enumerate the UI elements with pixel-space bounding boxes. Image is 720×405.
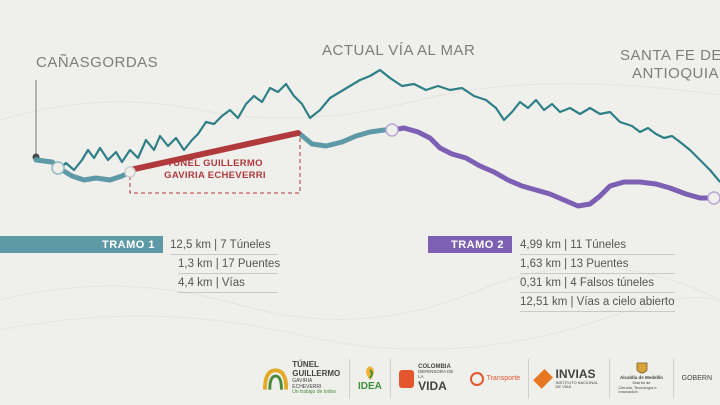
tunnel-bracket [129, 138, 301, 194]
tramo1-stat-bridges: 1,3 km | 17 Puentes [178, 255, 280, 274]
logo-colombia: COLOMBIA DEFENSORA DE LA VIDA [389, 358, 462, 399]
tunnel-label-line2: GAVIRIA ECHEVERRI [164, 169, 266, 181]
tramo2-stat-tunnels: 4,99 km | 11 Túneles [520, 236, 675, 255]
logo-strip: TÚNEL GUILLERMO GAVIRIA ECHEVERRI Un tra… [255, 352, 720, 405]
logo-transporte: Transporte [462, 359, 529, 399]
invias-diamond-icon [533, 368, 554, 389]
place-santa-fe-line2: ANTIOQUIA [632, 65, 720, 82]
logo-invias-name: INVIAS [555, 366, 596, 381]
tunnel-west-portal [124, 166, 136, 178]
tramo2-stat-bridges: 1,63 km | 13 Puentes [520, 255, 675, 274]
logo-colombia-line1: COLOMBIA [418, 363, 451, 370]
tramo2-route-line [389, 125, 715, 209]
medellin-shield-icon [636, 363, 647, 374]
tramo-junction-circle [385, 123, 399, 137]
logo-invias: INVIAS INSTITUTO NACIONAL DE VÍAS [528, 358, 609, 399]
tramo2-end-circle [707, 191, 720, 205]
logo-invias-sub: INSTITUTO NACIONAL DE VÍAS [555, 379, 598, 390]
logo-medellin-line1: Alcaldía de Medellín [620, 375, 664, 381]
logo-colombia-line2: DEFENSORA DE LA [418, 369, 454, 380]
logo-tunel-line3: GAVIRIA ECHEVERRI [292, 378, 322, 390]
idea-leaf-icon [365, 366, 374, 380]
tramo1-start-circle [51, 161, 65, 175]
logo-tunel-line1: TÚNEL [292, 360, 319, 370]
tramo1-route-line-east [297, 127, 395, 149]
logo-transporte-text: Transporte [486, 374, 521, 382]
colombia-mark-icon [398, 369, 415, 388]
logo-gobernacion: GOBERN [672, 358, 720, 399]
logo-medellin: Alcaldía de Medellín Distrito de Ciencia… [609, 358, 672, 399]
tunnel-line [127, 130, 301, 173]
logo-medellin-line3: Ciencia, Tecnología e Innovación [618, 384, 657, 395]
logo-tunel-line2: GUILLERMO [292, 369, 341, 379]
logo-idea-text: IDEA [358, 381, 382, 392]
logo-tunel-caption: Un trabajo de todos [292, 389, 336, 396]
transporte-mark-icon [469, 371, 484, 386]
background-texture [0, 83, 720, 350]
place-canasgordas: CAÑASGORDAS [36, 54, 159, 71]
tramo2-stat-false-tunnels: 0,31 km | 4 Falsos túneles [520, 274, 675, 293]
logo-gobernacion-text: GOBERN [681, 374, 712, 382]
tunnel-arch-icon [263, 367, 289, 390]
tramo2-badge-bg [428, 236, 512, 253]
place-via-al-mar: ACTUAL VÍA AL MAR [322, 42, 476, 59]
logo-colombia-line3: VIDA [418, 379, 447, 394]
tramo1-stat-roads: 4,4 km | Vías [178, 274, 278, 293]
tramo1-badge: TRAMO 1 [102, 238, 155, 251]
logo-idea: IDEA [349, 358, 390, 399]
tramo2-badge: TRAMO 2 [451, 238, 504, 251]
tunnel-label: TÚNEL GUILLERMO GAVIRIA ECHEVERRI [150, 158, 280, 182]
tramo1-stat-tunnels: 12,5 km | 7 Túneles [170, 236, 278, 255]
tramo2-stat-open-roads: 12,51 km | Vías a cielo abierto [520, 293, 675, 312]
tramo1-route-line [33, 157, 133, 183]
place-santa-fe-line1: SANTA FE DE [620, 47, 720, 64]
logo-medellin-line2: Distrito de [632, 380, 651, 386]
tunnel-label-line1: TÚNEL GUILLERMO [167, 158, 263, 169]
logo-tunel: TÚNEL GUILLERMO GAVIRIA ECHEVERRI Un tra… [255, 359, 349, 399]
tramo1-badge-bg [0, 236, 163, 253]
current-road-line [35, 68, 720, 183]
